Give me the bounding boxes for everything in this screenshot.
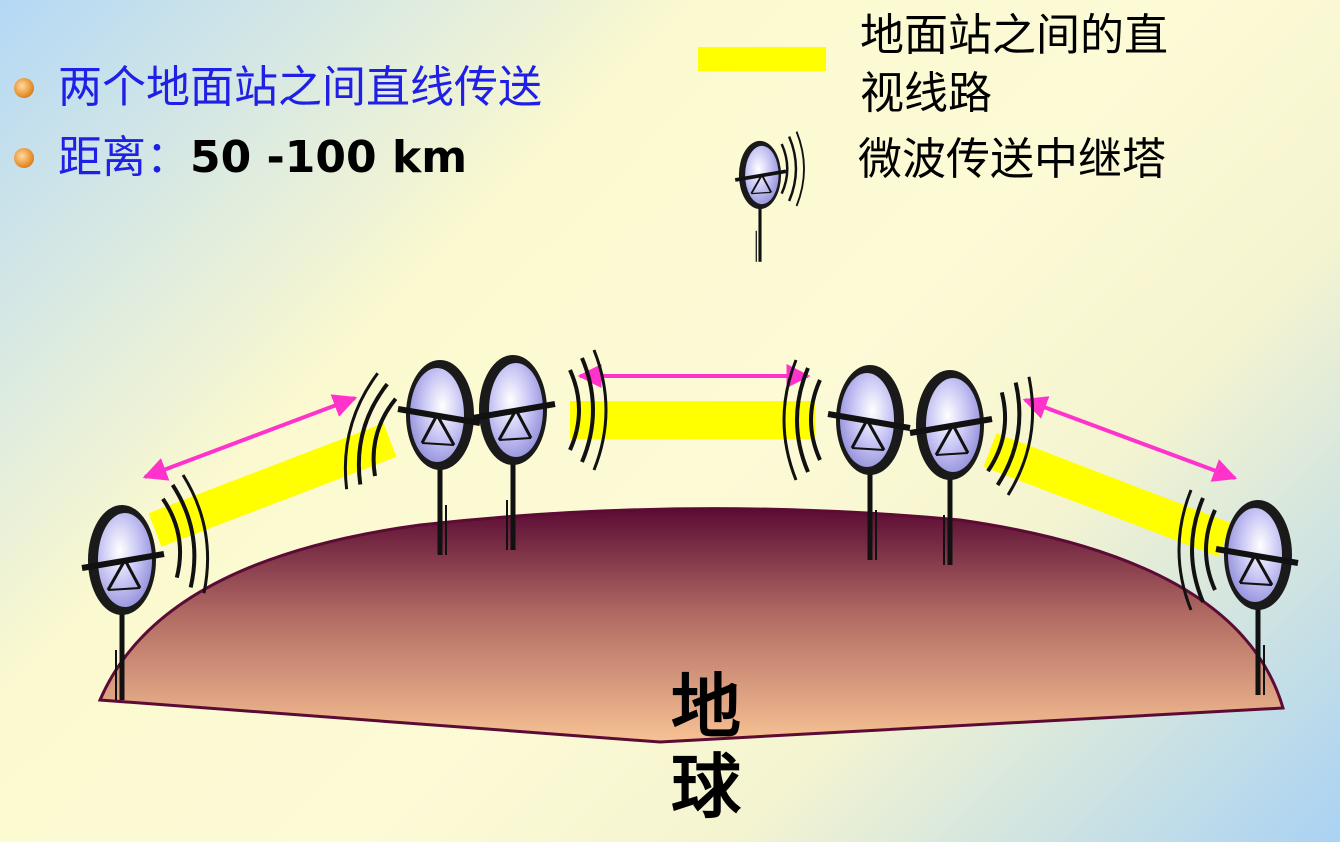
bullet-label-2: 距离： [58, 132, 190, 183]
legend-tower-label: 微波传送中继塔 [858, 134, 1166, 185]
earth-label-char-2: 球 [671, 746, 741, 828]
double-arrow-icon [142, 394, 358, 481]
legend-line-text-1: 地面站之间的直 [860, 10, 1168, 61]
bullet-text-1: 两个地面站之间直线传送 [58, 62, 542, 113]
double-arrow-icon [1022, 396, 1238, 482]
legend-tower-icon [733, 130, 806, 264]
earth-label-char-1: 地 [671, 666, 741, 748]
bullet-item-1: 两个地面站之间直线传送 [14, 66, 542, 110]
legend-line-text-2: 视线路 [860, 68, 992, 119]
distance-value: 50 -100 km [190, 132, 468, 183]
legend-line-swatch [698, 47, 826, 71]
bullet-item-2: 距离： 50 -100 km [14, 136, 467, 180]
legend-line-label: 地面站之间的直 视线路 [860, 7, 1168, 123]
bullet-dot-icon [14, 148, 34, 168]
bullet-dot-icon [14, 78, 34, 98]
